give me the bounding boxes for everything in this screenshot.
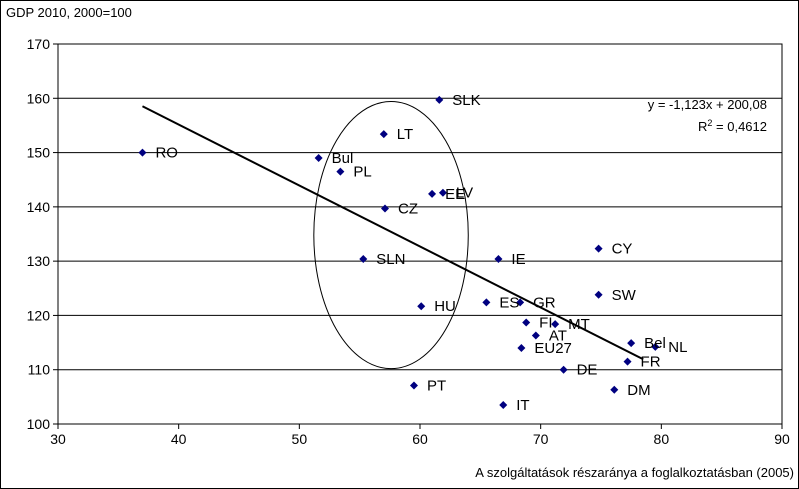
point-label-bel: Bel — [644, 335, 666, 352]
point-label-gr: GR — [533, 294, 556, 311]
data-point-ro — [138, 148, 147, 157]
point-label-fi: FI — [539, 314, 552, 331]
data-point-sw — [594, 290, 603, 299]
point-label-ee: EE — [445, 186, 465, 203]
y-axis-ticks: 100 110 120 130 140 150 160 170 — [27, 36, 58, 432]
data-point-de — [559, 365, 568, 374]
data-point-it — [499, 401, 508, 409]
data-point-sln — [359, 254, 368, 263]
point-label-bul: Bul — [332, 150, 354, 167]
data-point-dm — [610, 385, 619, 394]
x-tick-label: 60 — [412, 431, 428, 447]
point-label-slk: SLK — [452, 92, 480, 109]
data-points — [138, 95, 660, 409]
trendline-equation: y = -1,123x + 200,08 — [648, 97, 767, 112]
data-point-pl — [336, 167, 345, 176]
data-point-cz — [381, 204, 390, 213]
y-tick-label: 140 — [27, 199, 51, 215]
point-label-cy: CY — [612, 241, 633, 258]
x-axis-title: A szolgáltatások részaránya a foglalkozt… — [475, 465, 794, 480]
y-tick-label: 170 — [27, 36, 51, 52]
x-axis-ticks: 30 40 50 60 70 80 90 — [50, 424, 790, 447]
point-label-ro: RO — [155, 145, 178, 162]
point-label-mt: MT — [568, 316, 590, 333]
point-label-dm: DM — [627, 382, 650, 399]
data-point-fi — [522, 318, 531, 327]
point-label-pl: PL — [353, 164, 371, 181]
trendline — [142, 105, 644, 361]
point-label-lt: LT — [397, 126, 413, 143]
data-point-pt — [409, 381, 418, 390]
data-point-es — [482, 298, 491, 307]
data-point-hu — [417, 302, 426, 311]
data-point-ie — [494, 254, 503, 263]
data-point-eu27 — [517, 344, 526, 352]
x-tick-label: 90 — [774, 431, 790, 447]
point-label-sln: SLN — [376, 251, 405, 268]
point-label-eu27: EU27 — [534, 340, 572, 357]
data-point-at — [531, 331, 540, 340]
r-squared-label: R2 = 0,4612 — [698, 118, 767, 134]
data-point-fr — [623, 357, 632, 366]
y-axis-title: GDP 2010, 2000=100 — [6, 5, 132, 20]
y-tick-label: 160 — [27, 90, 51, 106]
data-point-slk — [435, 95, 444, 104]
gridlines — [58, 97, 782, 371]
point-label-es: ES — [499, 294, 519, 311]
point-label-cz: CZ — [398, 200, 418, 217]
point-label-lv: LV — [456, 185, 473, 202]
point-label-de: DE — [577, 362, 598, 379]
y-tick-label: 110 — [28, 362, 51, 378]
point-label-pt: PT — [427, 377, 446, 394]
x-tick-label: 40 — [171, 431, 187, 447]
data-point-nl — [651, 342, 660, 351]
y-tick-label: 120 — [27, 307, 51, 323]
data-point-ee — [428, 189, 437, 198]
x-tick-label: 70 — [533, 431, 549, 447]
x-tick-label: 30 — [50, 431, 66, 447]
data-point-bul — [314, 154, 323, 162]
data-point-lv — [438, 188, 447, 197]
data-point-mt — [551, 320, 560, 329]
data-point-gr — [516, 298, 525, 307]
r-squared-value: = 0,4612 — [712, 119, 767, 134]
data-point-lt — [379, 130, 388, 139]
y-tick-label: 150 — [27, 145, 51, 161]
point-label-fr: FR — [641, 354, 661, 371]
data-point-cy — [594, 244, 603, 253]
point-label-nl: NL — [668, 339, 687, 356]
r-squared-superscript: 2 — [707, 118, 712, 128]
y-tick-label: 100 — [27, 416, 51, 432]
point-label-ie: IE — [511, 251, 525, 268]
y-tick-label: 130 — [27, 253, 51, 269]
annotation-ellipse — [313, 101, 469, 370]
point-label-sw: SW — [612, 287, 637, 304]
point-label-at: AT — [549, 328, 567, 345]
x-tick-label: 50 — [292, 431, 308, 447]
x-tick-label: 80 — [654, 431, 670, 447]
data-point-bel — [627, 339, 636, 348]
point-label-it: IT — [516, 397, 529, 414]
r-squared-prefix: R — [698, 119, 707, 134]
point-label-hu: HU — [434, 298, 456, 315]
